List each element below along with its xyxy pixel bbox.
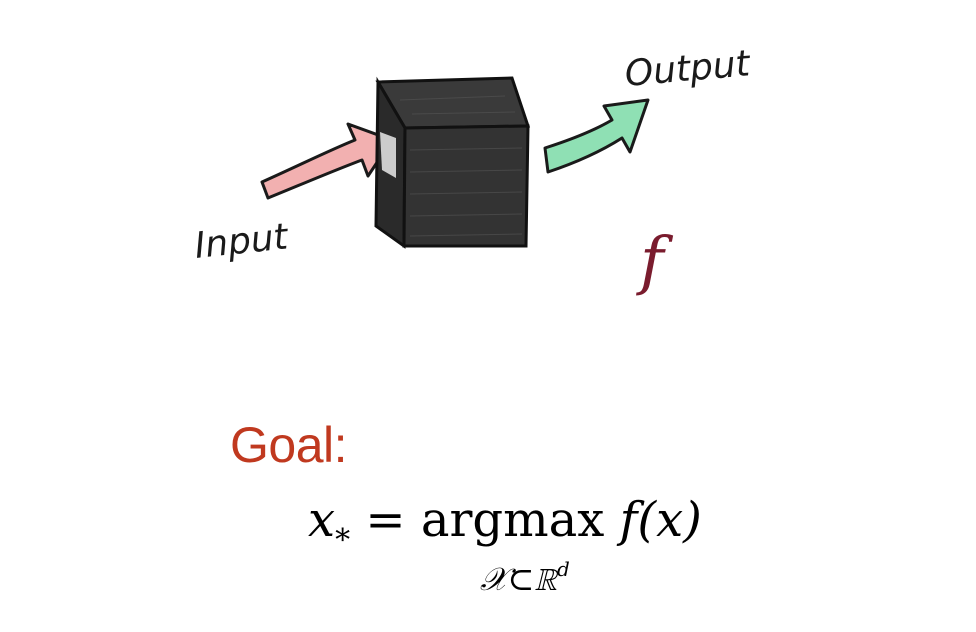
argmax-formula: x* = argmax f(x) <box>308 492 702 558</box>
input-arrow-icon <box>260 122 394 200</box>
formula-lhs: x <box>308 492 336 548</box>
goal-label: Goal: <box>230 417 348 473</box>
function-symbol: f <box>636 224 674 298</box>
formula-operator: argmax <box>420 492 605 548</box>
formula-domain: 𝒳⊂ℝd <box>480 557 570 599</box>
formula-domain-dim: d <box>557 557 570 581</box>
output-arrow-icon <box>543 98 650 174</box>
input-label: Input <box>193 216 292 267</box>
formula-function: f(x) <box>619 492 702 548</box>
output-label: Output <box>623 43 753 95</box>
black-box-cube-icon <box>374 76 531 249</box>
formula-domain-set: 𝒳⊂ℝ <box>480 560 558 598</box>
formula-equals: = <box>365 492 406 548</box>
formula-lhs-subscript: * <box>335 523 351 558</box>
black-box-diagram: Input Output f <box>193 43 754 298</box>
